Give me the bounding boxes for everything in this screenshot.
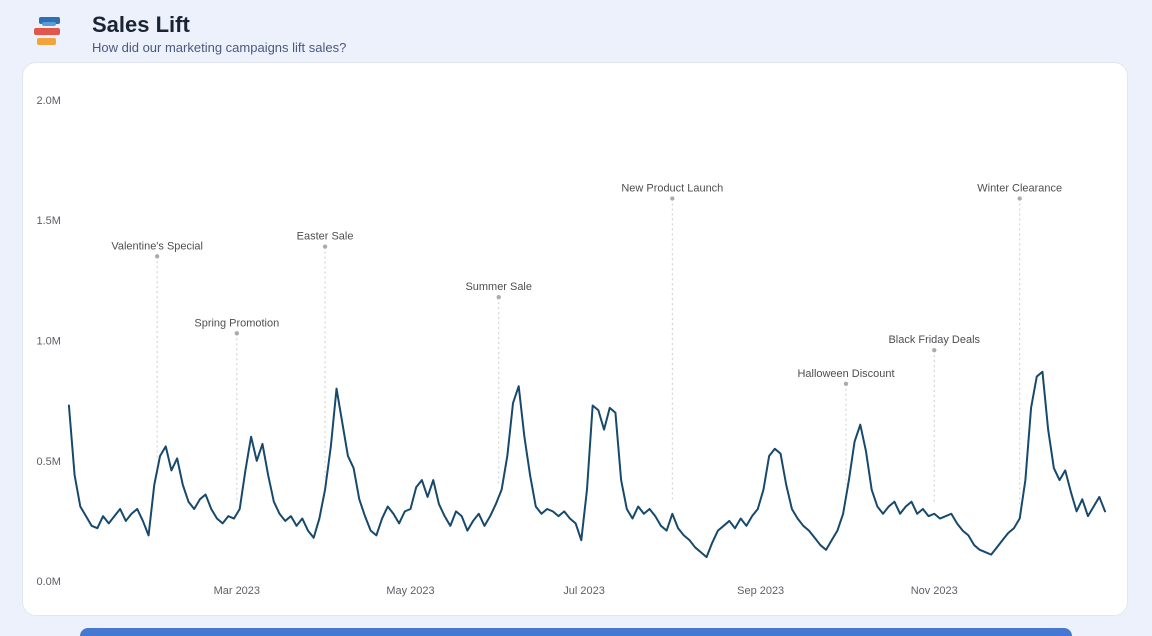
annotation-dot: [234, 331, 240, 336]
annotation-label: New Product Launch: [621, 183, 723, 195]
annotation-label: Summer Sale: [465, 281, 532, 293]
annotation-label: Easter Sale: [297, 231, 354, 243]
x-axis-tick-label: Mar 2023: [214, 585, 260, 597]
annotation-dot: [843, 381, 849, 387]
annotation-label: Black Friday Deals: [888, 334, 980, 346]
chart-card: 0.0M 0.5M 1.0M 1.5M 2.0M Mar 2023 May 2023 Jul …: [22, 62, 1128, 616]
sales-line-series: [67, 370, 1107, 559]
page-title: Sales Lift: [92, 12, 190, 37]
app-logo-icon: [34, 17, 60, 45]
x-axis-tick-label: Nov 2023: [911, 585, 958, 597]
logo-bar-mid: [34, 28, 60, 35]
page-subtitle: How did our marketing campaigns lift sal…: [92, 40, 347, 56]
annotation-label: Spring Promotion: [194, 317, 279, 329]
logo-bar-accent: [42, 22, 56, 26]
annotation-label: Valentine's Special: [111, 240, 203, 252]
annotation-dot: [1017, 196, 1022, 201]
y-axis-tick-label: 0.5M: [37, 456, 61, 468]
annotation-dot: [496, 294, 501, 300]
next-section-edge: [80, 628, 1072, 636]
logo-bar-bottom: [37, 38, 56, 45]
annotation-dot: [670, 196, 675, 201]
page-header: Sales Lift How did our marketing campaig…: [0, 0, 1152, 62]
x-axis-tick-label: Jul 2023: [563, 585, 605, 597]
x-axis-tick-label: May 2023: [386, 585, 434, 597]
y-axis-tick-label: 2.0M: [37, 95, 61, 107]
sales-lift-chart: 0.0M 0.5M 1.0M 1.5M 2.0M Mar 2023 May 2023 Jul …: [37, 95, 1107, 597]
annotation-label: Winter Clearance: [977, 183, 1062, 195]
annotation-label: Halloween Discount: [797, 368, 894, 380]
x-axis-tick-label: Sep 2023: [737, 585, 784, 597]
annotation-dot: [322, 244, 328, 249]
annotation-dot: [932, 347, 937, 353]
y-axis-tick-label: 1.5M: [37, 215, 61, 227]
annotation-dot: [154, 254, 160, 259]
y-axis-tick-label: 0.0M: [37, 576, 61, 588]
y-axis-tick-label: 1.0M: [37, 335, 61, 347]
